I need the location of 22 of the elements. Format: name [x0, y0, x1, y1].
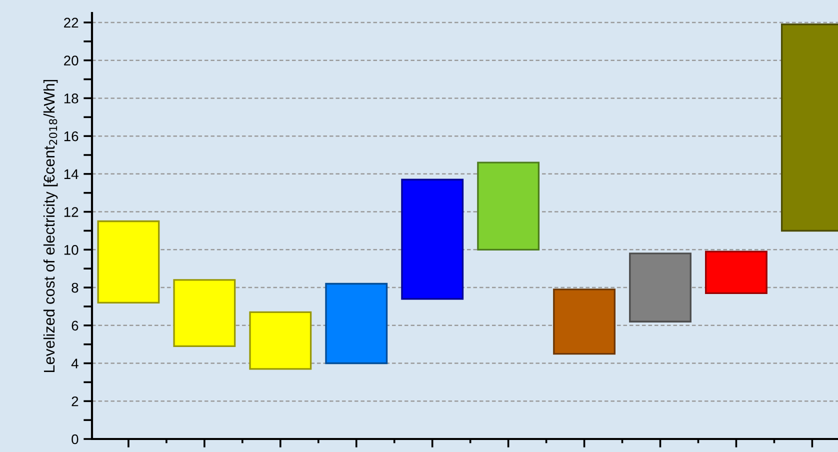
y-tick-label: 14 — [64, 169, 78, 179]
bar — [705, 250, 768, 294]
y-tick-label: 16 — [64, 131, 78, 142]
bar — [249, 311, 312, 370]
y-tick-label: 0 — [72, 434, 78, 444]
y-tick-label: 4 — [71, 358, 78, 368]
y-tick-label: 20 — [64, 56, 78, 66]
y-tick-label: 22 — [64, 18, 78, 28]
y-tick-label: 2 — [72, 396, 78, 406]
y-tick-label: 12 — [64, 207, 78, 217]
y-tick-label: 6 — [72, 320, 78, 331]
bar — [325, 282, 388, 364]
y-axis-title: Levelized cost of electricity [€cent$_{2018}$/kWh] — [43, 80, 58, 372]
bar — [553, 288, 616, 355]
y-tick-label: 8 — [72, 282, 78, 293]
y-tick-label: 10 — [64, 245, 78, 255]
y-tick-label: 18 — [64, 94, 78, 104]
bar — [97, 220, 160, 304]
bar — [401, 178, 464, 300]
bar — [477, 162, 540, 250]
bar — [173, 279, 236, 348]
bar — [629, 252, 692, 322]
